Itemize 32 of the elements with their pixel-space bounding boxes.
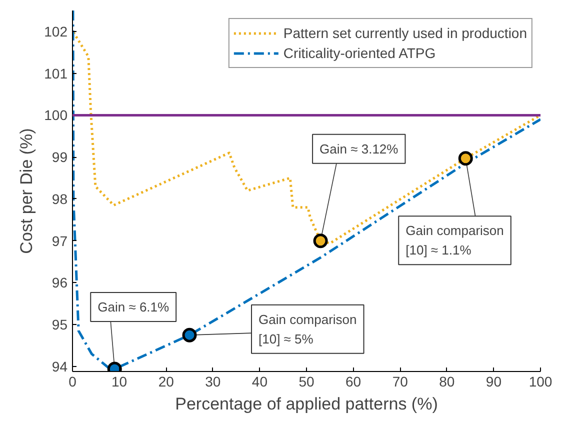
annotation: Gain comparison [10] ≈ 1.1% bbox=[406, 223, 504, 258]
x-tick-label: 90 bbox=[486, 374, 502, 390]
y-tick-label: 98 bbox=[52, 190, 68, 207]
x-tick-label: 40 bbox=[252, 374, 268, 390]
annotation: Gain ≈ 6.1% bbox=[98, 299, 170, 314]
y-tick-label: 95 bbox=[52, 316, 68, 333]
legend-label: Pattern set currently used in production bbox=[283, 25, 527, 41]
legend-label: Criticality-oriented ATPG bbox=[283, 45, 436, 61]
annotation: Gain comparison [10] ≈ 5% bbox=[258, 312, 357, 346]
y-tick-label: 99 bbox=[52, 149, 68, 166]
x-tick-label: 100 bbox=[528, 374, 552, 390]
point bbox=[182, 328, 197, 342]
annotation: Gain ≈ 3.12% bbox=[320, 141, 399, 156]
x-tick-label: 80 bbox=[439, 374, 455, 390]
x-tick-label: 30 bbox=[205, 374, 221, 390]
x-tick-label: 70 bbox=[392, 374, 408, 390]
point bbox=[458, 151, 473, 166]
x-tick-label: 20 bbox=[158, 374, 174, 390]
y-tick-label: 97 bbox=[52, 232, 68, 249]
y-tick-label: 94 bbox=[52, 358, 68, 374]
line-series bbox=[72, 10, 540, 370]
y-tick-label: 96 bbox=[52, 274, 68, 291]
y-tick-label: 100 bbox=[44, 107, 68, 124]
y-axis-title: Cost per Die (%) bbox=[17, 128, 36, 254]
x-tick-label: 10 bbox=[112, 374, 128, 390]
x-tick-label: 60 bbox=[346, 374, 362, 390]
x-tick-label: 0 bbox=[68, 374, 77, 390]
y-tick-label: 102 bbox=[44, 23, 68, 40]
x-tick-label: 50 bbox=[298, 374, 314, 390]
y-tick-label: 101 bbox=[44, 65, 68, 82]
x-axis-title: Percentage of applied patterns (%) bbox=[175, 394, 438, 414]
point bbox=[313, 234, 328, 248]
